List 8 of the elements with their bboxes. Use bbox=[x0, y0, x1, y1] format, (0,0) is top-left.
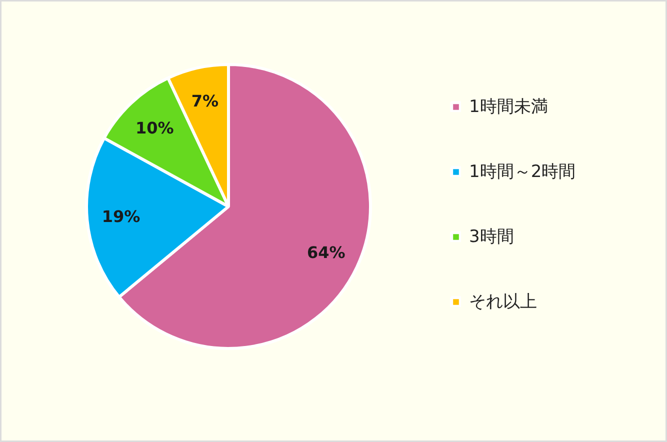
legend-label: 3時間 bbox=[469, 226, 514, 248]
data-label: 7% bbox=[191, 92, 219, 111]
legend-label: 1時間未満 bbox=[469, 96, 548, 118]
legend-label: それ以上 bbox=[469, 291, 537, 313]
data-label: 19% bbox=[102, 207, 140, 226]
data-label: 10% bbox=[135, 118, 174, 138]
data-label: 64% bbox=[307, 242, 346, 262]
legend-label: 1時間～2時間 bbox=[469, 161, 576, 183]
